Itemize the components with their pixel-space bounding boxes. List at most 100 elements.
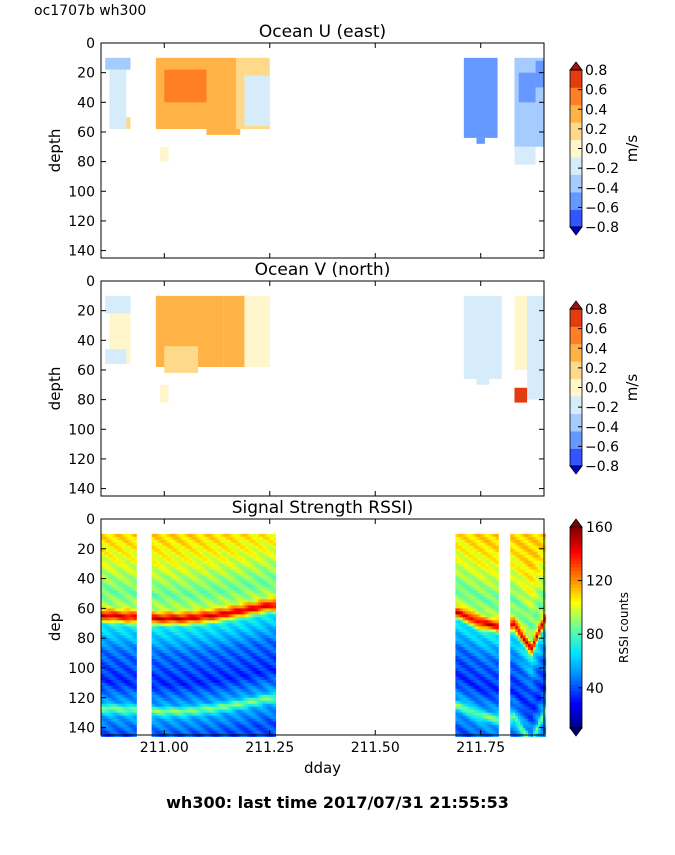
velocity-patch-8 <box>160 384 169 403</box>
rssi-cell <box>263 575 266 579</box>
rssi-cell <box>252 724 256 728</box>
rssi-cell <box>455 647 459 651</box>
rssi-cell <box>123 611 127 615</box>
rssi-cell <box>187 533 190 538</box>
rssi-cell <box>209 611 213 615</box>
rssi-cell <box>179 563 183 568</box>
rssi-cell <box>257 676 261 681</box>
rssi-cell <box>230 551 234 556</box>
rssi-cell <box>230 605 234 609</box>
rssi-cell <box>179 662 183 666</box>
rssi-cell <box>270 679 274 684</box>
rssi-cell <box>209 584 213 588</box>
rssi-cell <box>232 706 236 711</box>
rssi-cell <box>470 641 474 645</box>
rssi-cell <box>460 572 464 577</box>
rssi-cell <box>245 721 249 725</box>
rssi-cell <box>171 632 175 636</box>
rssi-cell <box>116 533 120 538</box>
rssi-cell <box>245 700 249 705</box>
rssi-cell <box>247 596 251 600</box>
rssi-cell <box>116 605 120 609</box>
rssi-cell <box>204 664 208 669</box>
rssi-cell <box>184 596 188 600</box>
rssi-cell <box>207 635 211 639</box>
rssi-cell <box>462 662 466 666</box>
rssi-cell <box>194 679 198 684</box>
rssi-cell <box>187 551 190 556</box>
rssi-cell <box>219 703 223 708</box>
rssi-cell <box>232 557 236 562</box>
rssi-cell <box>202 667 206 672</box>
rssi-cell <box>101 632 104 636</box>
rssi-cell <box>209 703 213 708</box>
rssi-cell <box>194 670 198 675</box>
rssi-cell <box>207 647 211 651</box>
rssi-cell <box>116 626 120 630</box>
rssi-cell <box>257 572 261 577</box>
rssi-cell <box>159 575 163 579</box>
rssi-cell <box>455 560 459 565</box>
rssi-cell <box>214 688 218 693</box>
rssi-cell <box>108 563 112 568</box>
rssi-cell <box>252 682 256 687</box>
rssi-cell <box>235 721 239 725</box>
rssi-cell <box>240 617 244 621</box>
rssi-cell <box>217 679 221 684</box>
rssi-cell <box>197 629 201 633</box>
rssi-cell <box>455 539 459 544</box>
rssi-cell <box>257 718 261 722</box>
rssi-cell <box>207 605 211 609</box>
rssi-cell <box>237 539 241 544</box>
rssi-cell <box>121 682 125 687</box>
rssi-cell <box>111 560 115 565</box>
rssi-cell <box>202 533 206 538</box>
rssi-cell <box>465 578 469 582</box>
rssi-cell <box>468 560 471 565</box>
rssi-cell <box>166 608 170 612</box>
rssi-cell <box>194 659 198 663</box>
rssi-cell <box>174 700 178 705</box>
rssi-cell <box>242 638 246 642</box>
rssi-cell <box>232 670 236 675</box>
rssi-cell <box>214 682 218 687</box>
rssi-cell <box>470 635 474 639</box>
rssi-cell <box>156 602 160 606</box>
rssi-cell <box>123 626 127 630</box>
rssi-cell <box>123 662 127 666</box>
rssi-cell <box>245 694 249 699</box>
rssi-cell <box>113 557 117 562</box>
rssi-cell <box>108 664 112 669</box>
rssi-cell <box>250 730 254 734</box>
rssi-cell <box>207 715 211 720</box>
rssi-cell <box>219 700 223 705</box>
rssi-cell <box>212 659 216 663</box>
rssi-cell <box>164 694 168 699</box>
rssi-cell <box>156 638 160 642</box>
rssi-cell <box>106 620 109 624</box>
rssi-cell <box>118 676 122 681</box>
rssi-cell <box>202 670 206 675</box>
rssi-cell <box>108 584 112 588</box>
rssi-cell <box>156 563 160 568</box>
rssi-cell <box>156 673 160 678</box>
rssi-cell <box>465 635 469 639</box>
rssi-cell <box>101 602 104 606</box>
rssi-cell <box>230 554 234 559</box>
rssi-cell <box>460 638 464 642</box>
rssi-cell <box>217 539 221 544</box>
rssi-cell <box>111 611 115 615</box>
rssi-cell <box>235 563 239 568</box>
rssi-cell <box>260 691 264 696</box>
rssi-cell <box>457 551 461 556</box>
rssi-cell <box>161 703 165 708</box>
rssi-cell <box>212 709 216 714</box>
rssi-cell <box>222 593 226 597</box>
rssi-cell <box>189 659 193 663</box>
rssi-cell <box>268 569 272 574</box>
rssi-cell <box>227 545 231 550</box>
rssi-cell <box>187 679 190 684</box>
rssi-cell <box>126 679 130 684</box>
rssi-cell <box>171 626 175 630</box>
rssi-cell <box>171 700 175 705</box>
